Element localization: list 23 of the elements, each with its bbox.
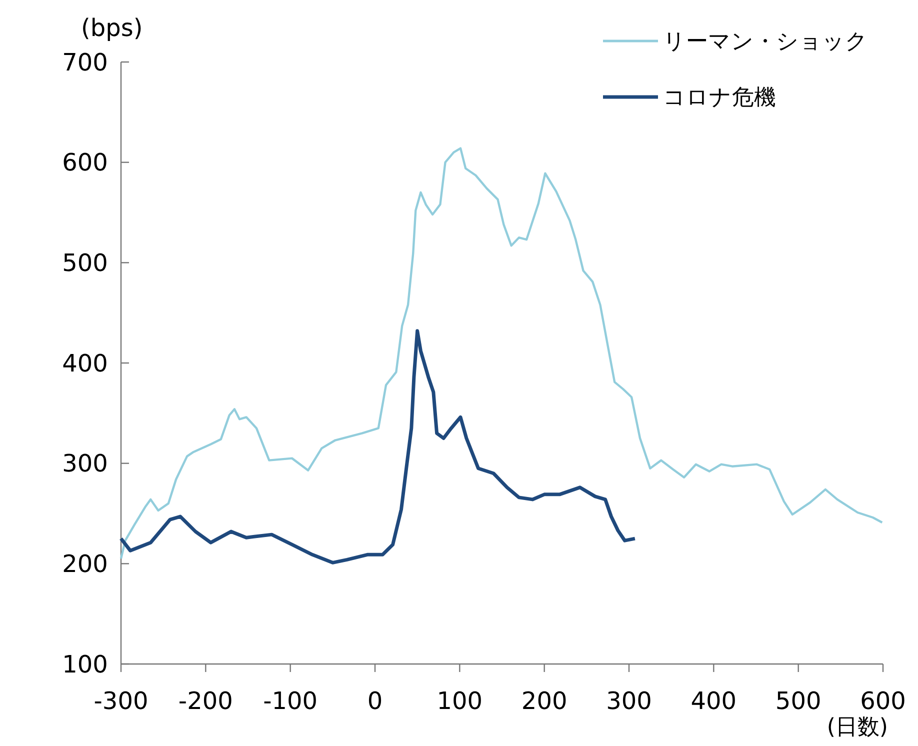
x-tick-label: 400	[690, 687, 737, 715]
x-tick-label: 500	[775, 687, 822, 715]
y-tick-label: 300	[62, 450, 108, 478]
x-tick-label: -100	[263, 687, 318, 715]
y-tick-label: 500	[62, 249, 108, 278]
y-tick-label: 400	[62, 349, 108, 378]
y-tick-label: 100	[62, 650, 108, 678]
y-tick-label: 200	[62, 550, 108, 578]
x-tick-label: 200	[521, 687, 568, 715]
x-tick-label: 600	[860, 687, 906, 715]
line-series	[120, 147, 884, 560]
legend-label: リーマン・ショック	[663, 30, 868, 55]
line-series	[119, 329, 637, 564]
x-tick-label: 300	[606, 687, 652, 715]
x-tick-label: 0	[367, 687, 383, 715]
x-tick-label: -200	[178, 687, 233, 715]
x-axis-title: (日数)	[826, 715, 888, 740]
y-axis-title: (bps)	[81, 14, 143, 42]
legend-label: コロナ危機	[663, 86, 776, 111]
x-tick-label: 100	[436, 687, 483, 715]
y-tick-label: 700	[62, 48, 108, 76]
y-tick-label: 600	[62, 148, 108, 177]
x-tick-label: -300	[94, 687, 148, 715]
